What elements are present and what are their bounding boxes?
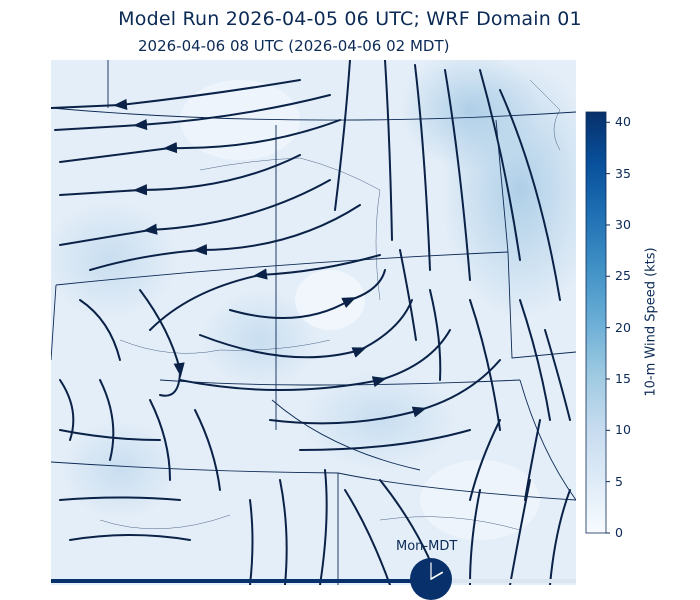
streamline	[299, 429, 471, 451]
streamline	[59, 496, 181, 501]
colorbar-tick-label: 35	[615, 165, 631, 181]
clock-label: Mon-MDT	[396, 539, 458, 554]
streamline	[69, 534, 191, 541]
streamline	[509, 479, 531, 585]
colorbar-tick-label: 5	[615, 473, 623, 489]
streamline	[229, 269, 386, 319]
timeline	[51, 579, 576, 583]
streamline	[149, 399, 171, 481]
figure-title: Model Run 2026-04-05 06 UTC; WRF Domain …	[118, 8, 582, 30]
streamline	[429, 289, 442, 381]
streamline	[59, 154, 301, 196]
streamline	[344, 489, 391, 585]
streamline	[99, 379, 115, 461]
colorbar-tick-label: 15	[615, 370, 631, 386]
colorbar	[585, 111, 610, 534]
streamline	[469, 489, 481, 585]
clock-icon	[410, 558, 452, 600]
streamline	[59, 179, 331, 246]
colorbar-tick-label: 20	[615, 319, 631, 335]
streamline	[384, 60, 393, 241]
streamline	[149, 254, 381, 331]
streamline	[549, 489, 571, 585]
streamline	[319, 469, 328, 585]
streamline	[524, 419, 541, 501]
colorbar-tick-label: 10	[615, 422, 631, 438]
colorbar-tick-label: 0	[615, 525, 623, 540]
streamline	[51, 79, 301, 111]
streamline	[199, 299, 413, 359]
streamline	[194, 409, 221, 491]
colorbar-label: 10-m Wind Speed (kts)	[643, 247, 659, 397]
political-borders	[51, 60, 576, 585]
streamline	[54, 94, 331, 131]
streamline	[499, 89, 561, 301]
streamline	[249, 499, 254, 585]
colorbar-tick-label: 25	[615, 268, 631, 284]
clock-hour-hand	[430, 571, 444, 580]
streamline	[479, 69, 521, 261]
figure-subtitle: 2026-04-06 08 UTC (2026-04-06 02 MDT)	[138, 37, 450, 55]
streamline	[469, 419, 501, 501]
colorbar-tick-label: 40	[615, 114, 631, 130]
streamline	[89, 204, 361, 271]
streamline	[139, 289, 185, 397]
streamline	[179, 329, 451, 391]
streamline	[444, 69, 471, 281]
streamline	[544, 329, 571, 421]
streamline	[269, 359, 501, 425]
streamline	[79, 299, 121, 361]
streamline	[469, 299, 501, 431]
streamline	[59, 379, 75, 441]
streamline	[519, 299, 551, 421]
timeline-progress	[51, 579, 429, 583]
streamline	[399, 249, 417, 341]
streamline	[59, 429, 161, 441]
colorbar-tick-label: 30	[615, 216, 631, 232]
streamline	[59, 119, 341, 163]
streamlines	[51, 60, 571, 585]
streamline	[334, 60, 351, 211]
colorbar-scale	[585, 111, 607, 534]
streamline	[414, 64, 431, 271]
streamline	[279, 479, 288, 585]
